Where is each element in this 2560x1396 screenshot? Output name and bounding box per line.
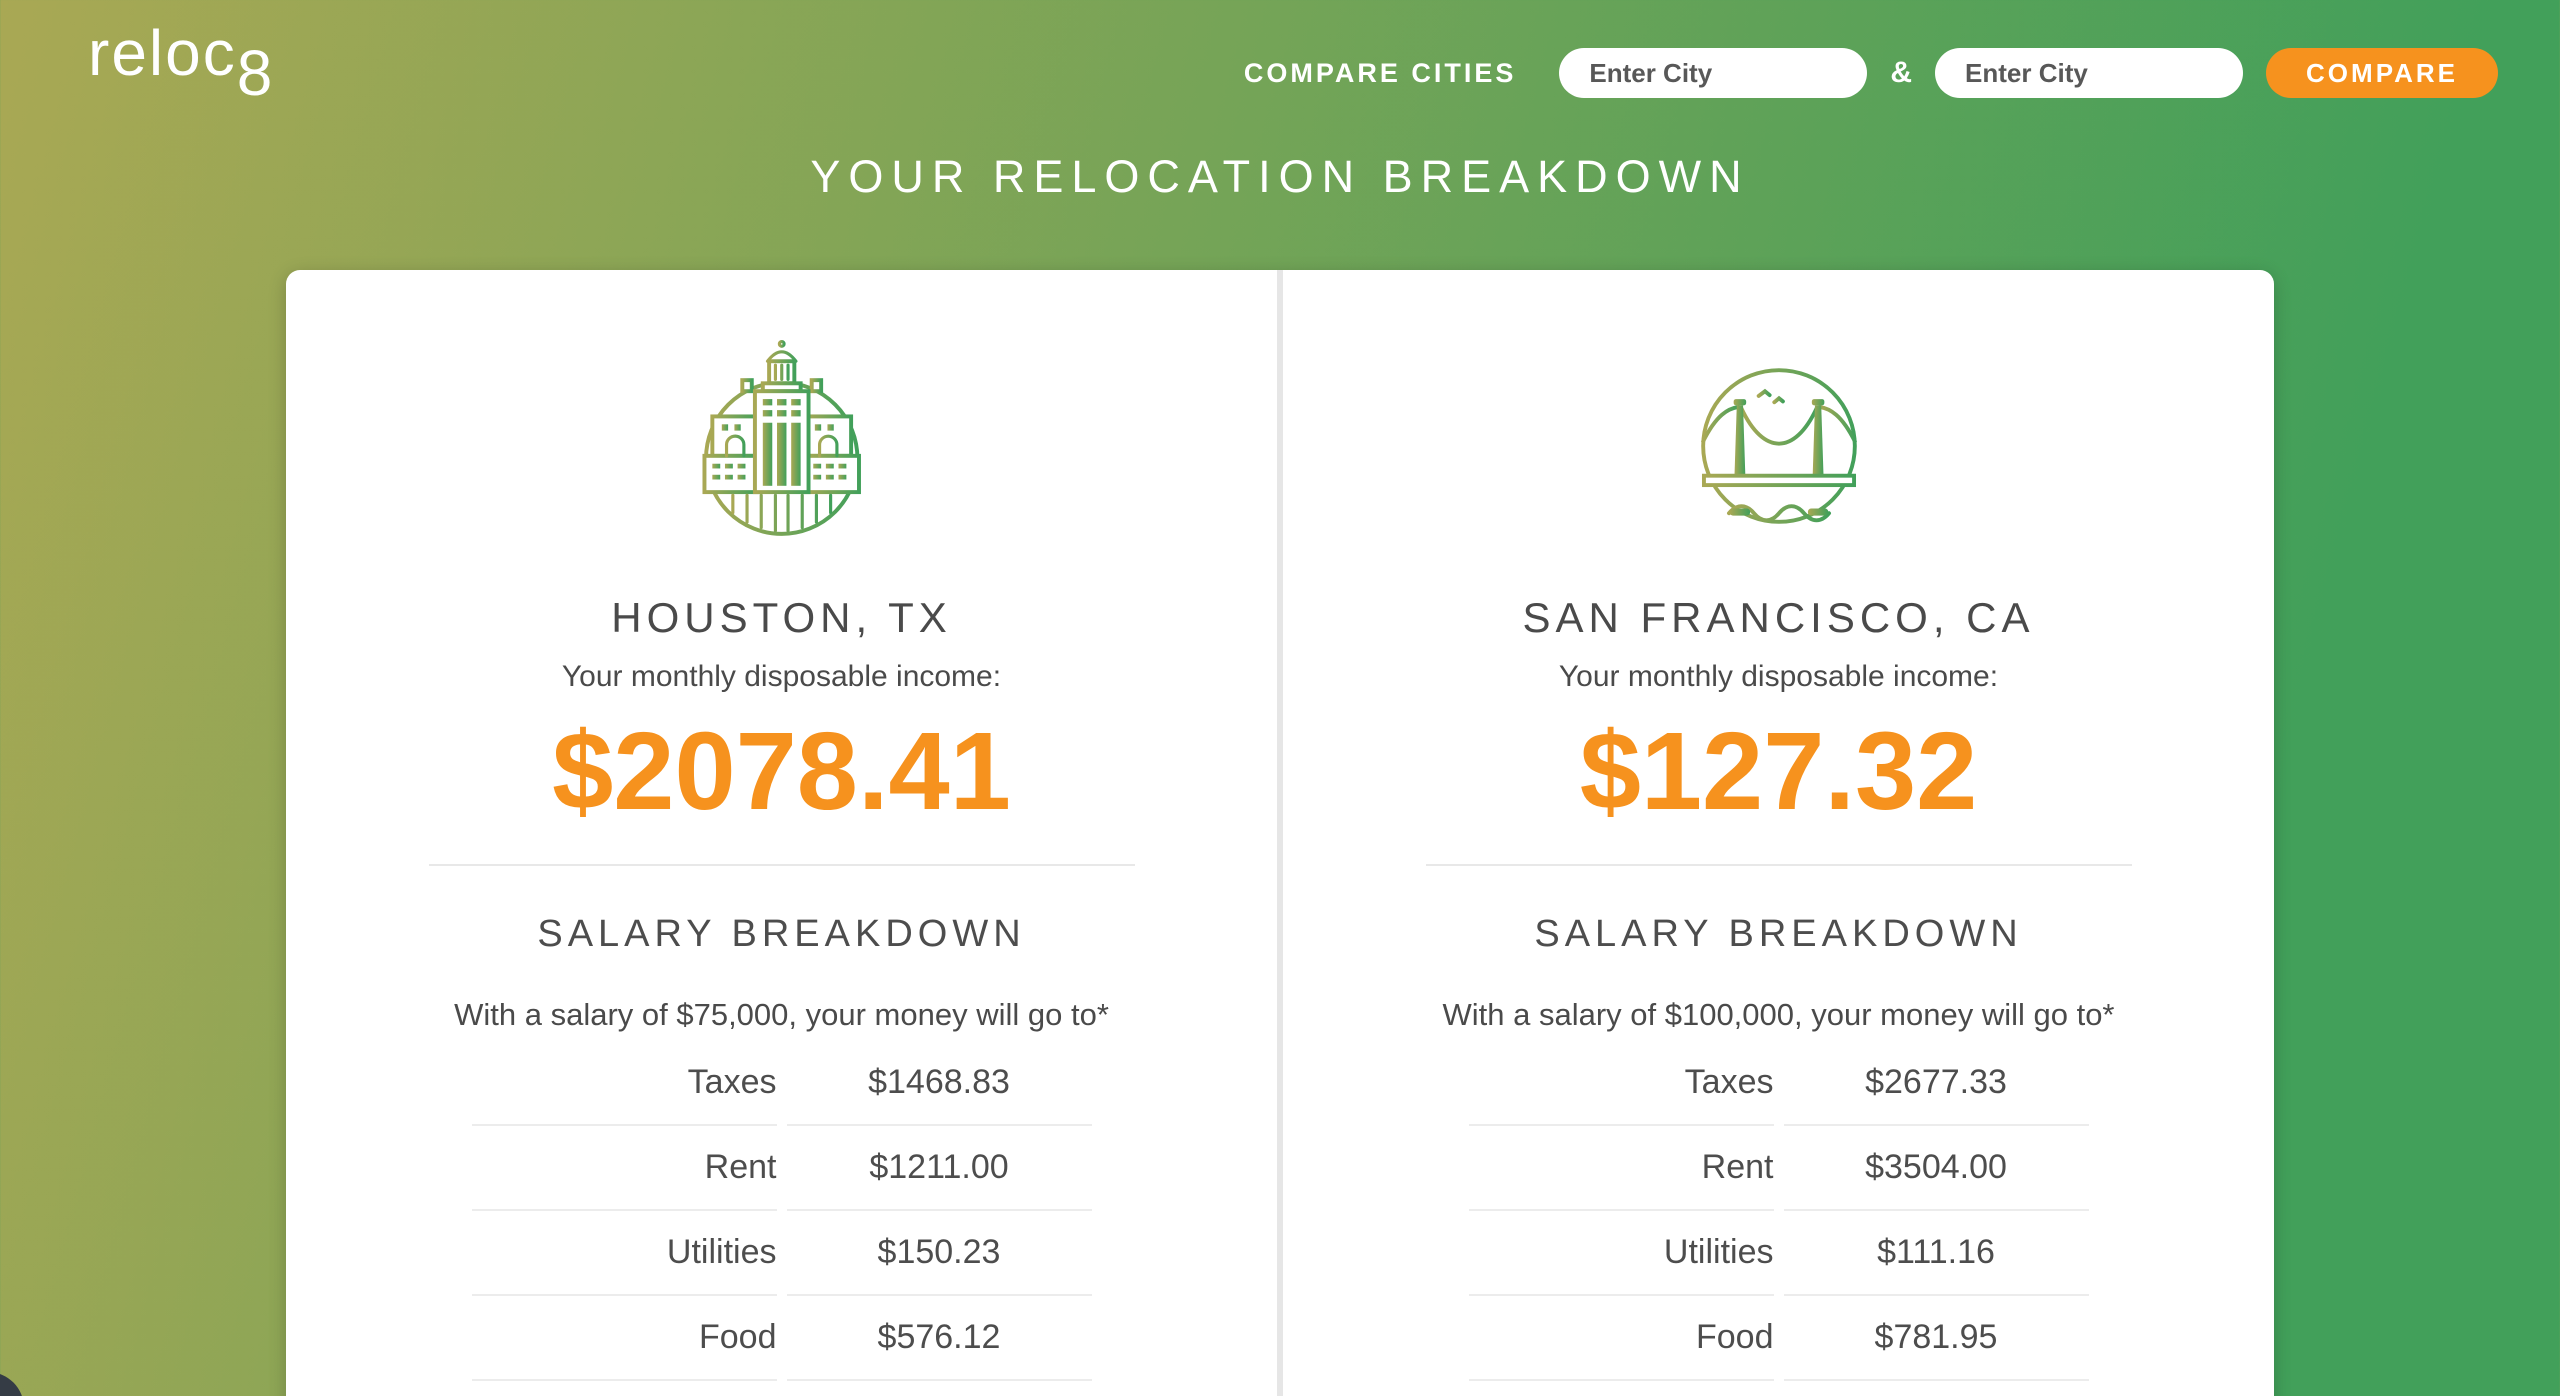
table-row: Rent $3504.00 [1468, 1126, 2089, 1211]
breakdown-value: $111.16 [1783, 1211, 2089, 1296]
breakdown-label: Utilities [471, 1211, 777, 1296]
breakdown-value: $3504.00 [1783, 1126, 2089, 1211]
breakdown-label: Taxes [471, 1041, 777, 1126]
breakdown-value: $150.23 [786, 1211, 1092, 1296]
divider [428, 864, 1135, 867]
breakdown-label: Rent [471, 1126, 777, 1211]
compare-button[interactable]: COMPARE [2266, 48, 2498, 98]
table-row: Utilities $111.16 [1468, 1211, 2089, 1296]
compare-cities-label: COMPARE CITIES [1243, 57, 1517, 88]
breakdown-label: Food [1468, 1296, 1774, 1381]
chat-widget-button[interactable] [0, 1372, 24, 1396]
disposable-income-amount: $127.32 [1579, 710, 1978, 834]
breakdown-value: $781.95 [1783, 1296, 2089, 1381]
comparison-card: HOUSTON, TX Your monthly disposable inco… [286, 270, 2274, 1396]
breakdown-label: Rent [1468, 1126, 1774, 1211]
salary-breakdown-title: SALARY BREAKDOWN [537, 913, 1026, 956]
salary-breakdown-table: Taxes $1468.83 Rent $1211.00 Utilities $… [462, 1041, 1102, 1381]
city-input-1[interactable] [1559, 48, 1868, 98]
table-row: Rent $1211.00 [471, 1126, 1092, 1211]
breakdown-value: $1211.00 [786, 1126, 1092, 1211]
breakdown-label: Utilities [1468, 1211, 1774, 1296]
ampersand-label: & [1890, 56, 1913, 89]
houston-city-hall-icon [692, 336, 872, 541]
logo-text: reloc [88, 17, 237, 89]
panel-divider-line [1277, 270, 1283, 1396]
salary-note: With a salary of $100,000, your money wi… [1442, 996, 2115, 1032]
breakdown-value: $576.12 [786, 1296, 1092, 1381]
city-panel-houston: HOUSTON, TX Your monthly disposable inco… [286, 270, 1277, 1396]
salary-note: With a salary of $75,000, your money wil… [454, 996, 1109, 1032]
table-row: Taxes $2677.33 [1468, 1041, 2089, 1126]
city-input-2[interactable] [1935, 48, 2244, 98]
income-label: Your monthly disposable income: [1558, 660, 1999, 694]
logo-numeral: 8 [236, 37, 275, 109]
breakdown-label: Food [471, 1296, 777, 1381]
city-name: SAN FRANCISCO, CA [1522, 594, 2035, 641]
breakdown-value: $1468.83 [786, 1041, 1092, 1126]
compare-controls: COMPARE CITIES & COMPARE [1244, 48, 2498, 98]
income-label: Your monthly disposable income: [561, 660, 1002, 694]
table-row: Utilities $150.23 [471, 1211, 1092, 1296]
table-row: Food $576.12 [471, 1296, 1092, 1381]
salary-breakdown-title: SALARY BREAKDOWN [1534, 913, 2023, 956]
disposable-income-amount: $2078.41 [552, 710, 1011, 834]
table-row: Food $781.95 [1468, 1296, 2089, 1381]
city-panel-san-francisco: SAN FRANCISCO, CA Your monthly disposabl… [1283, 270, 2274, 1396]
divider [1425, 864, 2132, 867]
table-row: Taxes $1468.83 [471, 1041, 1092, 1126]
breakdown-label: Taxes [1468, 1041, 1774, 1126]
city-name: HOUSTON, TX [611, 594, 952, 641]
salary-breakdown-table: Taxes $2677.33 Rent $3504.00 Utilities $… [1459, 1041, 2099, 1381]
breakdown-value: $2677.33 [1783, 1041, 2089, 1126]
page-title: YOUR RELOCATION BREAKDOWN [810, 151, 1750, 202]
reloc8-logo[interactable]: reloc8 [88, 16, 274, 109]
golden-gate-bridge-icon [1689, 336, 1869, 541]
